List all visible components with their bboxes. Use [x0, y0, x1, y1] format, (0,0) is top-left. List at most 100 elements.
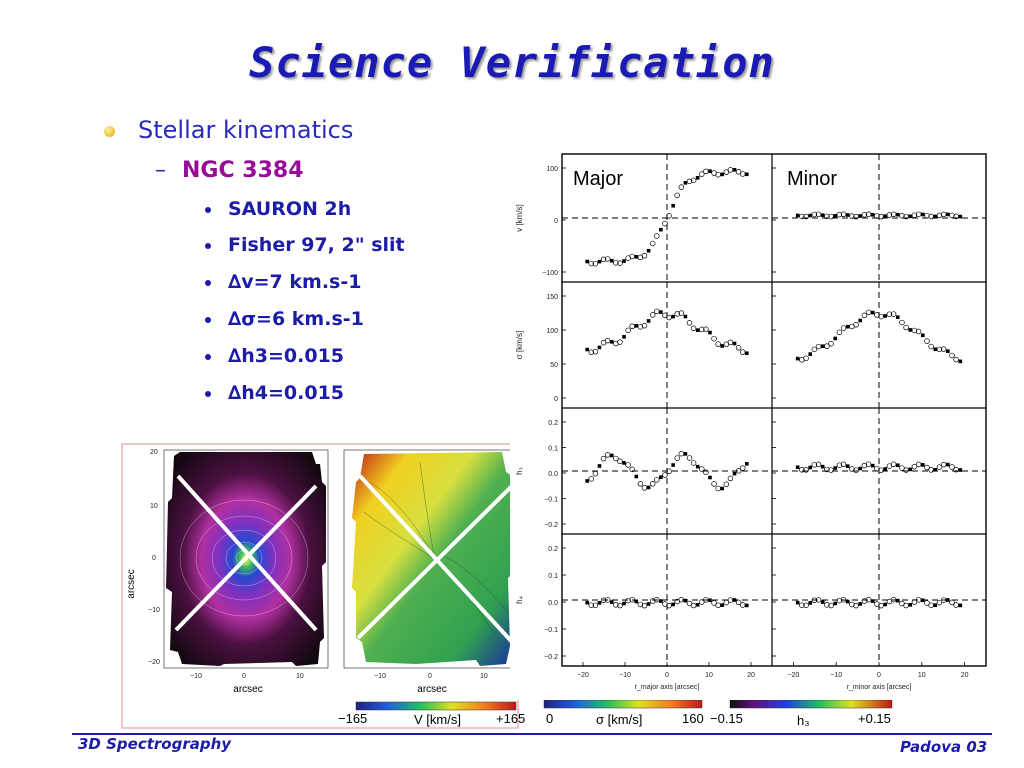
- x-tick-label: −20: [787, 672, 799, 679]
- y-tick-label: −0.2: [544, 654, 558, 661]
- y-tick: 0: [152, 555, 156, 562]
- data-point: [617, 339, 623, 345]
- data-point: [735, 345, 742, 351]
- data-point: [828, 602, 834, 609]
- footer-right: Padova 03: [900, 738, 988, 756]
- map-y-axis-label: arcsec: [126, 569, 137, 598]
- data-point: [592, 470, 599, 477]
- data-point: [836, 329, 843, 336]
- data-point: [720, 172, 725, 177]
- data-point: [622, 335, 626, 339]
- data-point: [824, 213, 830, 220]
- x-tick-label: 10: [705, 672, 713, 679]
- data-point: [634, 254, 639, 259]
- data-point: [858, 466, 863, 471]
- data-point: [649, 312, 656, 318]
- data-point: [659, 227, 663, 232]
- y-tick-label: −0.2: [544, 522, 558, 529]
- bullet-dot-icon: [205, 243, 211, 249]
- data-point: [858, 318, 863, 323]
- data-point: [609, 600, 614, 604]
- data-point: [613, 455, 619, 462]
- velocity-map: [352, 452, 512, 666]
- data-point: [946, 462, 950, 467]
- data-point: [870, 310, 875, 315]
- data-point: [683, 181, 688, 185]
- data-point: [895, 315, 900, 319]
- data-point: [845, 464, 850, 468]
- data-point: [795, 356, 800, 361]
- data-point: [659, 599, 663, 603]
- data-point: [911, 599, 918, 605]
- data-point: [604, 597, 611, 603]
- data-point: [597, 345, 602, 350]
- y-tick-label: 0.2: [548, 546, 558, 553]
- data-point: [958, 603, 963, 608]
- data-point: [659, 310, 663, 314]
- colorbar-velocity: [355, 701, 517, 711]
- data-point: [637, 481, 644, 487]
- data-point: [833, 336, 838, 341]
- data-point: [690, 325, 697, 332]
- colorbar-label: V [km/s]: [414, 712, 461, 727]
- data-point: [840, 596, 847, 603]
- data-point: [659, 475, 663, 479]
- y-tick-label: 0: [554, 218, 558, 225]
- data-point: [723, 169, 730, 175]
- data-point: [936, 346, 943, 353]
- data-point: [745, 462, 749, 466]
- data-point: [646, 248, 651, 253]
- data-point: [686, 455, 693, 461]
- x-tick-label: −10: [619, 672, 631, 679]
- data-point: [858, 214, 863, 218]
- data-point: [723, 481, 730, 488]
- data-point: [886, 212, 893, 218]
- y-tick-label: 0: [554, 396, 558, 403]
- data-point: [795, 465, 800, 470]
- data-point: [911, 327, 918, 334]
- data-point: [654, 477, 660, 483]
- data-point: [799, 467, 805, 473]
- data-point: [690, 460, 697, 466]
- data-point: [895, 598, 900, 603]
- data-point: [845, 599, 850, 604]
- data-point: [808, 601, 812, 605]
- data-point: [711, 481, 717, 487]
- sub-bullet-text: ∆h4=0.015: [228, 382, 345, 404]
- data-point: [588, 602, 595, 608]
- data-point: [890, 311, 897, 317]
- data-point: [933, 214, 938, 219]
- data-point: [849, 601, 855, 608]
- data-point: [828, 467, 834, 473]
- data-point: [958, 359, 963, 364]
- x-tick-label: −10: [830, 672, 842, 679]
- data-point: [946, 598, 950, 602]
- data-point: [683, 314, 688, 319]
- x-axis-label: r_major axis [arcsec]: [635, 684, 700, 691]
- data-point: [720, 603, 725, 607]
- data-point: [808, 352, 812, 356]
- data-point: [886, 311, 893, 317]
- data-point: [799, 602, 805, 608]
- data-point: [924, 464, 930, 471]
- colorbar-min: −0.15: [710, 711, 743, 726]
- cross-line: [356, 484, 514, 640]
- data-point: [845, 324, 850, 329]
- bullet-text: NGC 3384: [182, 158, 304, 183]
- data-point: [811, 597, 818, 603]
- data-point: [920, 598, 925, 603]
- data-point: [625, 462, 631, 468]
- data-point: [958, 468, 963, 472]
- data-point: [924, 338, 930, 344]
- colorbar-sigma: [543, 699, 703, 709]
- colorbar-h3: [729, 699, 893, 709]
- data-point: [836, 597, 843, 604]
- data-point: [911, 463, 918, 470]
- map-x-axis-label: arcsec: [233, 684, 262, 695]
- data-point: [708, 475, 712, 480]
- data-point: [815, 597, 822, 603]
- data-point: [870, 463, 875, 468]
- data-point: [933, 467, 938, 472]
- y-tick-label: 0.1: [548, 446, 558, 453]
- data-point: [708, 330, 712, 335]
